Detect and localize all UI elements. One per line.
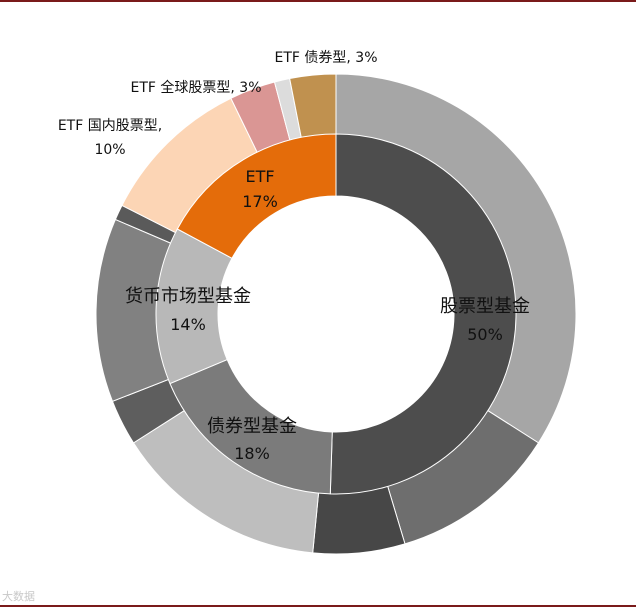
equity-fund-label: 股票型基金	[440, 296, 530, 317]
inner-ring-slice-4	[176, 133, 337, 259]
equity-fund-pct: 50%	[467, 325, 503, 344]
bond-fund-label: 债券型基金	[207, 416, 297, 437]
etf-global-equity-label: ETF 全球股票型, 3%	[130, 79, 261, 96]
etf-domestic-equity-label: ETF 国内股票型,	[58, 118, 162, 134]
money-market-fund-label: 货币市场型基金	[125, 286, 251, 307]
etf-pct: 17%	[242, 192, 278, 211]
top-border	[0, 0, 636, 2]
money-market-fund-pct: 14%	[170, 315, 206, 334]
bottom-border	[0, 605, 636, 607]
bond-fund-pct: 18%	[234, 444, 270, 463]
watermark: 大数据	[2, 590, 35, 603]
inner-ring	[155, 133, 517, 495]
etf-domestic-equity-pct: 10%	[94, 142, 125, 158]
etf-label: ETF	[245, 167, 274, 186]
etf-bond-label: ETF 债券型, 3%	[274, 50, 377, 66]
inner-ring-slice-1	[329, 133, 517, 495]
outer-ring	[95, 73, 577, 555]
